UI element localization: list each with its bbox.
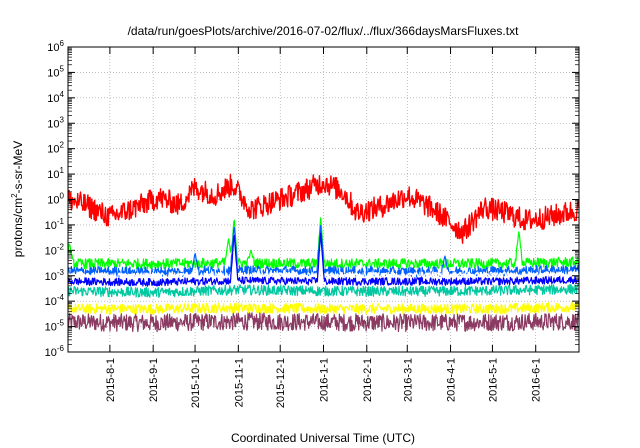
- x-tick-label: 2016-2-1: [362, 358, 374, 402]
- y-tick-label: 103: [47, 115, 64, 130]
- y-tick-label: 102: [47, 141, 64, 156]
- y-tick-label: 10-6: [45, 344, 65, 359]
- x-axis-label: Coordinated Universal Time (UTC): [231, 431, 415, 445]
- x-tick-label: 2015-11-1: [233, 358, 245, 407]
- y-tick-exp: -6: [57, 344, 65, 353]
- y-tick-base: 10: [45, 220, 57, 232]
- y-tick-label: 100: [47, 192, 64, 207]
- y-tick-base: 10: [47, 195, 59, 207]
- x-tick-label: 2016-3-1: [402, 358, 414, 402]
- y-tick-base: 10: [47, 118, 59, 130]
- y-tick-base: 10: [45, 296, 57, 308]
- y-tick-exp: -2: [57, 242, 65, 251]
- series-line: [67, 232, 580, 287]
- y-tick-exp: -1: [57, 217, 65, 226]
- y-tick-base: 10: [45, 347, 57, 359]
- y-tick-base: 10: [45, 271, 57, 283]
- series-line: [67, 173, 580, 244]
- y-axis-label-rest: -s-sr-MeV: [11, 141, 25, 194]
- y-tick-label: 10-1: [45, 217, 65, 232]
- x-tick-label: 2016-6-1: [531, 358, 543, 402]
- x-tick-label: 2015-9-1: [148, 358, 160, 402]
- x-tick-label: 2016-4-1: [446, 358, 458, 402]
- y-tick-label: 10-2: [45, 242, 65, 257]
- x-tick-label: 2016-5-1: [487, 358, 499, 402]
- x-axis-ticks: 2015-8-1 2015-9-1 2015-10-1 2015-11-1 2015-1…: [105, 47, 543, 408]
- y-tick-exp: 3: [60, 115, 65, 124]
- x-tick-label: 2016-1-1: [319, 358, 331, 402]
- y-axis-label-main: protons/cm: [11, 198, 25, 257]
- y-axis-label-sup: 2: [10, 193, 19, 198]
- plot-frame: [67, 46, 580, 353]
- y-tick-label: 10-3: [45, 268, 65, 283]
- y-tick-exp: -5: [57, 319, 65, 328]
- series-group: [67, 173, 580, 333]
- y-axis-ticks: 10-610-510-410-310-210-11001011021031041…: [45, 39, 579, 359]
- x-tick-label: 2015-10-1: [190, 358, 202, 408]
- y-tick-label: 106: [47, 39, 64, 54]
- y-tick-exp: 5: [60, 64, 65, 73]
- y-axis-label: protons/cm2-s-sr-MeV: [10, 141, 25, 257]
- y-tick-label: 10-4: [45, 293, 65, 308]
- x-tick-label: 2015-12-1: [275, 358, 287, 408]
- y-tick-exp: -3: [57, 268, 65, 277]
- y-tick-exp: 2: [60, 141, 65, 150]
- y-tick-base: 10: [45, 245, 57, 257]
- y-tick-label: 10-5: [45, 319, 65, 334]
- y-tick-exp: 4: [60, 90, 65, 99]
- y-tick-exp: 1: [60, 166, 65, 175]
- y-tick-base: 10: [47, 169, 59, 181]
- y-tick-base: 10: [47, 67, 59, 79]
- y-tick-label: 105: [47, 64, 64, 79]
- y-tick-base: 10: [47, 93, 59, 105]
- y-tick-base: 10: [47, 42, 59, 54]
- y-tick-exp: 0: [60, 192, 65, 201]
- y-tick-exp: -4: [57, 293, 65, 302]
- y-tick-label: 101: [47, 166, 64, 181]
- chart-title: /data/run/goesPlots/archive/2016-07-02/f…: [128, 24, 520, 38]
- y-tick-exp: 6: [60, 39, 65, 48]
- series-line: [67, 312, 580, 333]
- series-line: [67, 283, 580, 298]
- y-tick-label: 104: [47, 90, 64, 105]
- x-tick-label: 2015-8-1: [105, 358, 117, 402]
- y-tick-base: 10: [47, 144, 59, 156]
- y-tick-base: 10: [45, 322, 57, 334]
- series-line: [67, 301, 580, 315]
